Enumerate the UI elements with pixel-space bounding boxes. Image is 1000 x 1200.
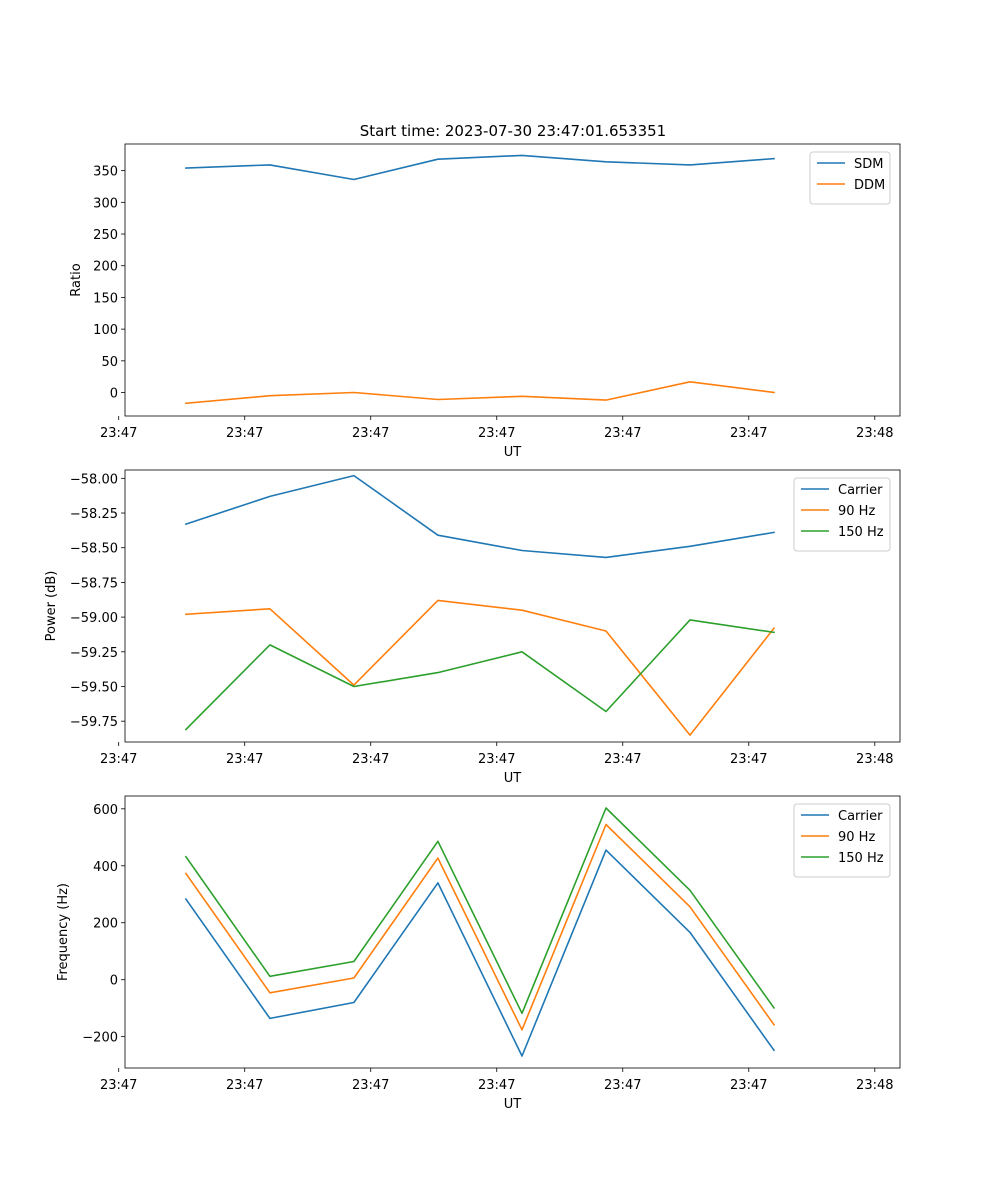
series-line-150-hz [184,807,776,1015]
subplot-2: −59.75 −59.50 −59.25 −59.00 −58.75 −58.50 −58.… [44,469,901,786]
x-tick-label: 23:47 [730,752,767,767]
legend-label: Carrier [838,483,883,498]
y-tick-label: 200 [93,260,118,275]
x-tick-label: 23:47 [100,1078,137,1093]
x-tick-label: 23:47 [226,1078,263,1093]
series-line-carrier [184,474,775,559]
y-tick-label: −59.50 [70,680,118,695]
x-tick-label: 23:47 [478,1078,515,1093]
series-line-90-hz [185,599,776,736]
x-tick-label: 23:47 [730,426,767,441]
y-tick-label: 600 [93,803,118,818]
legend-box [793,477,891,552]
x-tick-label: 23:47 [352,426,389,441]
axes-frame [124,795,901,1069]
x-tick-label: 23:47 [352,1078,389,1093]
y-tick-label: −200 [82,1031,118,1046]
y-tick-label: 300 [93,196,118,211]
y-tick-label: 50 [101,355,118,370]
legend-label: SDM [854,157,883,172]
x-axis-label: UT [504,445,522,460]
x-tick-label: 23:47 [604,752,641,767]
x-tick-label: 23:47 [604,426,641,441]
legend-label: Carrier [838,809,883,824]
x-tick-label: 23:47 [478,752,515,767]
y-tick-label: 400 [93,860,118,875]
y-axis-label: Frequency (Hz) [56,883,71,981]
legend-label: 90 Hz [838,504,875,519]
axes-frame [124,143,901,417]
series-line-90-hz [184,823,776,1031]
y-tick-label: −58.25 [70,507,118,522]
legend-label: 150 Hz [838,851,884,866]
x-tick-label: 23:47 [100,752,137,767]
y-tick-label: 0 [110,974,118,989]
legend-label: 150 Hz [838,525,884,540]
y-axis-label: Ratio [69,263,84,296]
x-tick-label: 23:48 [856,426,893,441]
legend-label: DDM [854,178,885,193]
series-line-sdm [185,154,775,181]
series-line-carrier [184,849,776,1057]
legend-label: 90 Hz [838,830,875,845]
figure-title: Start time: 2023-07-30 23:47:01.653351 [360,122,666,140]
y-tick-label: −58.00 [70,472,118,487]
y-tick-label: 350 [93,165,118,180]
x-tick-label: 23:48 [856,1078,893,1093]
x-tick-label: 23:47 [352,752,389,767]
subplots: 0 50 100 150 200 250 300 350 23:47 23:47 23:47 23:4… [44,143,901,1112]
legend-box [793,803,891,878]
subplot-1: 0 50 100 150 200 250 300 350 23:47 23:47 23:47 23:4… [69,143,901,460]
x-tick-label: 23:47 [730,1078,767,1093]
x-tick-label: 23:47 [478,426,515,441]
x-tick-label: 23:48 [856,752,893,767]
x-tick-label: 23:47 [226,752,263,767]
axes-frame [124,469,901,743]
y-tick-label: 0 [110,387,118,402]
y-tick-label: −59.25 [70,646,118,661]
x-tick-label: 23:47 [226,426,263,441]
x-tick-label: 23:47 [100,426,137,441]
y-tick-label: 250 [93,228,118,243]
legend: Carrier 90 Hz 150 Hz [793,803,891,878]
legend: SDM DDM [809,151,891,205]
series-line-ddm [185,380,775,405]
x-axis-label: UT [504,1097,522,1112]
y-axis-label: Power (dB) [44,571,59,642]
y-tick-label: 150 [93,291,118,306]
y-tick-label: −58.75 [70,576,118,591]
y-tick-label: 200 [93,917,118,932]
subplot-3: −200 0 200 400 600 23:47 23:47 23:47 23:47 23:47 2… [56,795,901,1112]
y-tick-label: −58.50 [70,542,118,557]
series-line-150-hz [184,619,775,731]
legend: Carrier 90 Hz 150 Hz [793,477,891,552]
legend-box [809,151,891,205]
x-tick-label: 23:47 [604,1078,641,1093]
x-axis-label: UT [504,771,522,786]
y-tick-label: −59.00 [70,611,118,626]
y-tick-label: −59.75 [70,715,118,730]
y-tick-label: 100 [93,323,118,338]
